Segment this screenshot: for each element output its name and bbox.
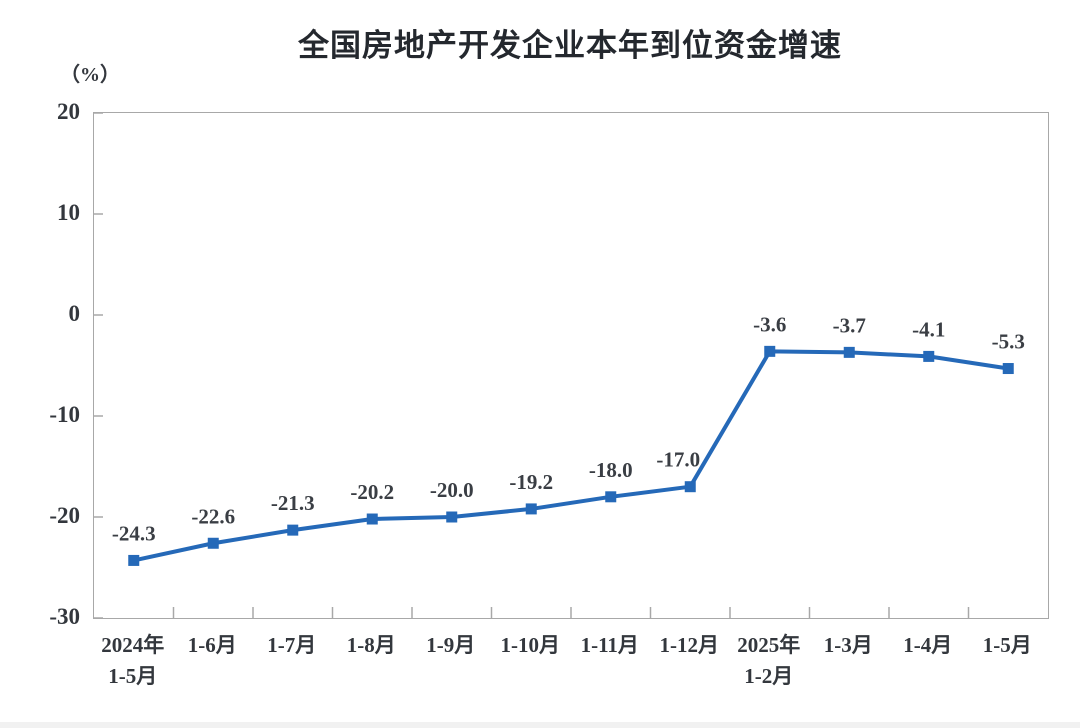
x-tick-label: 2024年 1-5月 bbox=[101, 633, 165, 688]
data-point-marker bbox=[207, 537, 219, 549]
data-point-label: -19.2 bbox=[509, 470, 553, 494]
plot-area: -24.3 -22.6 -21.3 -20.2 -20.0 -19.2 -18.0 -17.0… bbox=[93, 112, 1049, 619]
data-point-marker bbox=[843, 346, 855, 358]
y-tick-label: -10 bbox=[49, 402, 80, 427]
data-point-label: -4.1 bbox=[912, 317, 945, 341]
y-tick-label: -20 bbox=[49, 503, 80, 528]
data-point-label: -5.3 bbox=[992, 330, 1025, 354]
data-point-marker bbox=[923, 350, 935, 362]
data-point-label: -24.3 bbox=[112, 521, 156, 545]
data-point-marker bbox=[684, 481, 696, 493]
x-tick-label: 1-9月 bbox=[426, 633, 476, 657]
line-chart-canvas: -24.3 -22.6 -21.3 -20.2 -20.0 -19.2 -18.0 -17.0… bbox=[94, 112, 1025, 619]
data-point-marker bbox=[764, 345, 776, 357]
x-tick-label: 1-10月 bbox=[500, 633, 561, 657]
y-tick-label: 20 bbox=[57, 99, 80, 124]
x-tick-label: 1-6月 bbox=[187, 633, 237, 657]
x-tick-label: 1-11月 bbox=[580, 633, 639, 657]
data-point-marker bbox=[1002, 363, 1014, 375]
series-line bbox=[131, 349, 1011, 563]
x-tick-label: 1-8月 bbox=[346, 633, 396, 657]
data-point-marker bbox=[366, 513, 378, 525]
data-point-label: -17.0 bbox=[656, 448, 700, 472]
x-tick-label: 1-5月 bbox=[982, 633, 1032, 657]
data-point-label: -20.2 bbox=[350, 480, 394, 504]
data-point-label: -21.3 bbox=[271, 491, 315, 515]
chart-title: 全国房地产开发企业本年到位资金增速 bbox=[298, 28, 842, 64]
data-point-label: -3.6 bbox=[753, 312, 786, 336]
x-tick-label: 1-4月 bbox=[903, 633, 953, 657]
bottom-edge-strip bbox=[0, 722, 1080, 728]
data-point-label: -20.0 bbox=[430, 478, 474, 502]
data-point-marker bbox=[128, 554, 140, 566]
data-point-marker bbox=[605, 491, 617, 503]
data-point-marker bbox=[446, 511, 458, 523]
data-point-marker bbox=[287, 524, 299, 536]
y-tick-label: 10 bbox=[57, 200, 80, 225]
x-tick-label: 1-12月 bbox=[659, 633, 720, 657]
data-point-label: -22.6 bbox=[191, 504, 235, 528]
x-tick-label: 1-7月 bbox=[267, 633, 317, 657]
x-tick-label: 2025年 1-2月 bbox=[737, 633, 801, 688]
x-tick-label: 1-3月 bbox=[823, 633, 873, 657]
y-tick-label: -30 bbox=[49, 604, 80, 629]
data-point-marker bbox=[525, 503, 537, 515]
y-tick-label: 0 bbox=[68, 301, 81, 326]
y-axis-unit-label: （%） bbox=[60, 64, 120, 86]
x-axis-tick-labels: 2024年 1-5月 1-6月 1-7月 1-8月 1-9月 1-10月 1-11月 1-12… bbox=[93, 630, 1047, 692]
data-point-label: -18.0 bbox=[589, 458, 633, 482]
data-point-label: -3.7 bbox=[833, 313, 866, 337]
